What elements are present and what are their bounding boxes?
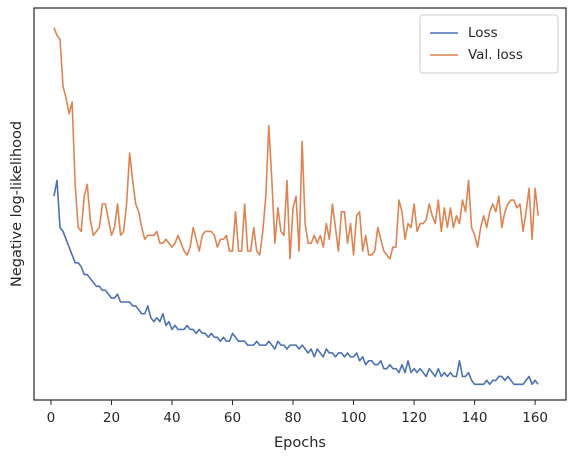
x-tick-label: 140 bbox=[462, 410, 488, 426]
series-line bbox=[53, 27, 539, 260]
y-axis-label: Negative log-likelihood bbox=[9, 121, 25, 287]
series-line bbox=[53, 179, 539, 386]
x-tick-label: 40 bbox=[163, 410, 180, 426]
legend-label: Loss bbox=[468, 25, 498, 41]
x-tick-label: 160 bbox=[522, 410, 548, 426]
x-tick-label: 120 bbox=[401, 410, 427, 426]
legend-label: Val. loss bbox=[468, 47, 523, 63]
x-tick-label: 0 bbox=[47, 410, 56, 426]
x-tick-label: 60 bbox=[224, 410, 241, 426]
legend-box bbox=[419, 14, 559, 74]
x-tick-label: 20 bbox=[103, 410, 120, 426]
x-tick-label: 80 bbox=[284, 410, 301, 426]
x-tick-label: 100 bbox=[341, 410, 367, 426]
x-axis-label: Epochs bbox=[274, 435, 326, 451]
plot-frame bbox=[33, 7, 567, 401]
